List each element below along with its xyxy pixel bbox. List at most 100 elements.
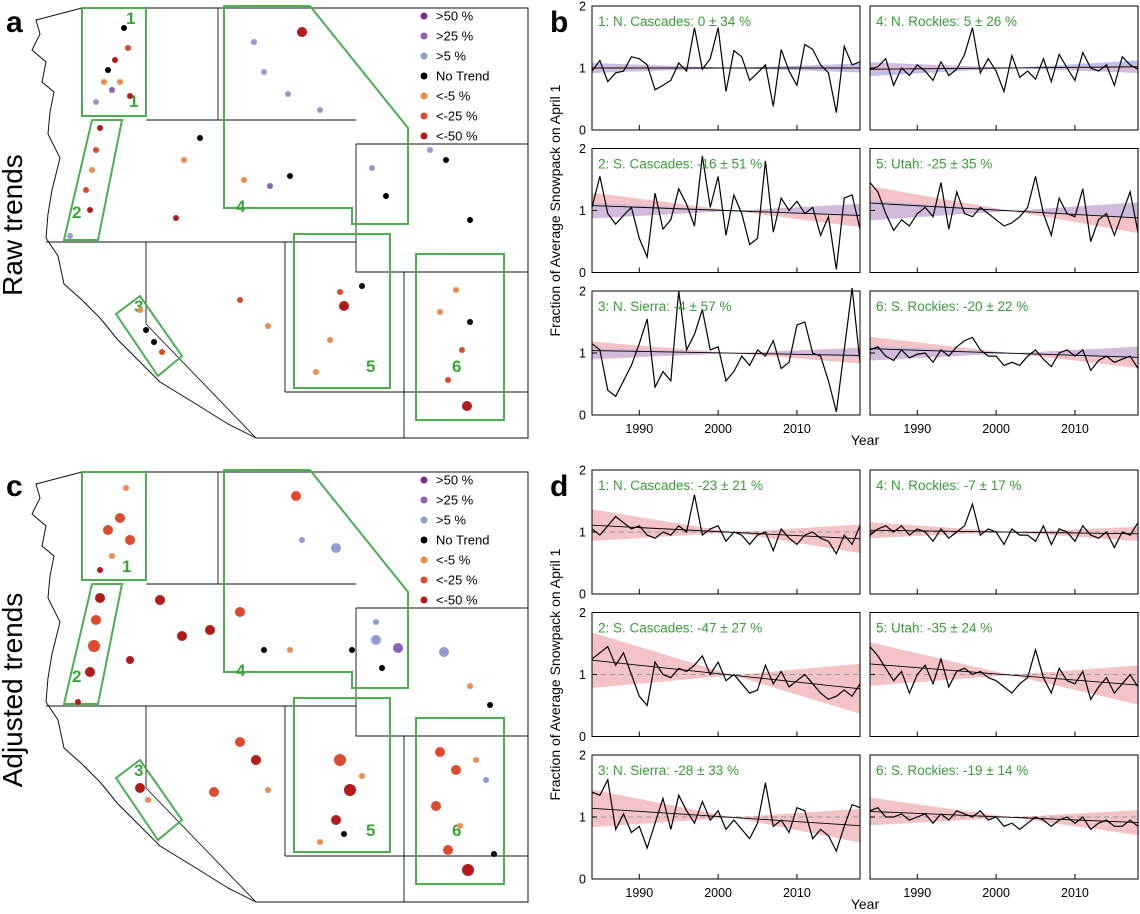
region-number-3: 3 (134, 297, 143, 316)
y-tick-label: 1 (579, 526, 586, 540)
row-label-adjusted: Adjusted trends (0, 593, 28, 788)
legend-label-gt50: >50 % (436, 9, 474, 24)
y-tick-label: 0 (579, 124, 586, 138)
region-box-1 (81, 471, 147, 581)
region-number-6: 6 (452, 821, 461, 840)
panel-title: 2: S. Cascades: -16 ± 51 % (598, 157, 762, 172)
trend-uncertainty-band (870, 336, 1138, 369)
panel-3: 3: N. Sierra: -4 ± 57 % 0 1 2 1990 2000 2010 (579, 285, 861, 436)
region-numbers: 1 1 2 3 4 5 6 (72, 9, 461, 376)
region-boxes (62, 469, 505, 885)
legend-label-gt5: >5 % (436, 513, 466, 528)
trend-uncertainty-band (870, 642, 1138, 705)
trend-line (591, 205, 861, 216)
x-tick-label: 2010 (783, 886, 811, 900)
legend-label-gt25: >25 % (436, 493, 474, 508)
region-number-1: 1 (122, 557, 131, 576)
region-box-5 (293, 233, 391, 389)
trend-uncertainty-band (592, 632, 860, 714)
y-tick-label: 0 (579, 266, 586, 280)
series-line (869, 502, 1139, 549)
legend-label-gt25: >25 % (436, 29, 474, 44)
state-borders (46, 8, 528, 439)
panel-3: 3: N. Sierra: -28 ± 33 % 0 1 2 1990 2000 2010 (579, 749, 861, 900)
y-tick-label: 1 (579, 204, 586, 218)
series-line (591, 777, 861, 853)
station-dots (67, 25, 473, 411)
series-line (591, 27, 861, 113)
y-tick-label: 2 (579, 285, 586, 299)
legend-marker-gt5 (420, 52, 428, 60)
series-line (591, 494, 861, 555)
region-box-2 (62, 583, 124, 705)
legend-marker-lt5 (420, 556, 428, 564)
trend-line (591, 807, 861, 827)
panel-5: 5: Utah: -35 ± 24 % (869, 612, 1139, 737)
region-box-3 (114, 758, 184, 842)
panel-1: 1: N. Cascades: 0 ± 34 % 0 1 2 (579, 0, 861, 138)
panel-title: 1: N. Cascades: 0 ± 34 % (598, 14, 751, 29)
legend-label-lt50: <-50 % (436, 593, 478, 608)
y-tick-label: 2 (579, 142, 586, 156)
legend-marker-lt25 (420, 112, 428, 120)
y-tick-label: 0 (579, 588, 586, 602)
y-axis-label: Fraction of Average Snowpack on April 1 (547, 84, 563, 336)
panel-1: 1: N. Cascades: -23 ± 21 % 0 1 2 (579, 464, 861, 602)
region-number-5: 5 (366, 821, 375, 840)
x-tick-label: 2010 (1061, 886, 1089, 900)
y-tick-label: 0 (579, 730, 586, 744)
region-box-6 (415, 253, 505, 421)
legend-label-gt50: >50 % (436, 473, 474, 488)
y-tick-label: 1 (579, 347, 586, 361)
x-tick-label: 2000 (982, 422, 1010, 436)
x-tick-label: 2000 (704, 422, 732, 436)
panel-4: 4: N. Rockies: 5 ± 26 % (869, 5, 1139, 131)
panel-6: 6: S. Rockies: -19 ± 14 % 1990 2000 2010 (869, 754, 1139, 900)
y-tick-label: 2 (579, 464, 586, 478)
row-label-raw: Raw trends (0, 154, 28, 296)
legend-marker-gt5 (420, 516, 428, 524)
region-number-4: 4 (236, 661, 246, 680)
region-boxes (62, 5, 505, 421)
panel-title: 3: N. Sierra: -4 ± 57 % (598, 299, 731, 314)
legend-raw: >50 % >25 % >5 % No Trend <-5 % <-25 % <… (420, 9, 489, 144)
region-box-5 (293, 697, 391, 853)
region-box-3 (114, 294, 184, 378)
timeseries-raw: 1: N. Cascades: 0 ± 34 % 0 1 2 2: S. Cascade… (547, 0, 1139, 448)
legend-marker-lt50 (420, 132, 428, 140)
series-line (591, 645, 861, 707)
x-tick-label: 1990 (903, 886, 931, 900)
series-line (591, 287, 861, 413)
region-box-1 (81, 7, 147, 117)
region-number-3: 3 (134, 761, 143, 780)
legend-marker-lt50 (420, 596, 428, 604)
x-tick-label: 1990 (625, 886, 653, 900)
panel-title: 4: N. Rockies: 5 ± 26 % (876, 14, 1017, 29)
legend-marker-no-trend (420, 536, 428, 544)
map-land (31, 471, 529, 903)
trend-line (869, 663, 1139, 686)
map-adjusted-trends: c Adjusted trends 1 2 3 4 5 6 (0, 469, 529, 903)
panel-label-a: a (6, 6, 23, 39)
panel-title: 1: N. Cascades: -23 ± 21 % (598, 478, 763, 493)
y-tick-label: 2 (579, 749, 586, 763)
legend-label-lt5: <-5 % (436, 89, 471, 104)
map-land (31, 7, 529, 439)
legend-adjusted: >50 % >25 % >5 % No Trend <-5 % <-25 % <… (420, 473, 489, 608)
legend-label-lt25: <-25 % (436, 573, 478, 588)
trend-uncertainty-band (592, 509, 860, 554)
x-tick-label: 2000 (982, 886, 1010, 900)
series-line (591, 155, 861, 270)
trend-uncertainty-band (592, 789, 860, 843)
map-raw-trends: a Raw trends 1 1 2 3 4 5 6 (0, 5, 529, 439)
legend-label-lt25: <-25 % (436, 109, 478, 124)
y-tick-label: 1 (579, 62, 586, 76)
y-tick-label: 1 (579, 811, 586, 825)
legend-marker-gt50 (420, 476, 428, 484)
legend-label-gt5: >5 % (436, 49, 466, 64)
trend-line (869, 202, 1139, 219)
trend-uncertainty-band (870, 797, 1138, 836)
series-line (869, 336, 1139, 372)
region-box-2 (62, 119, 124, 241)
